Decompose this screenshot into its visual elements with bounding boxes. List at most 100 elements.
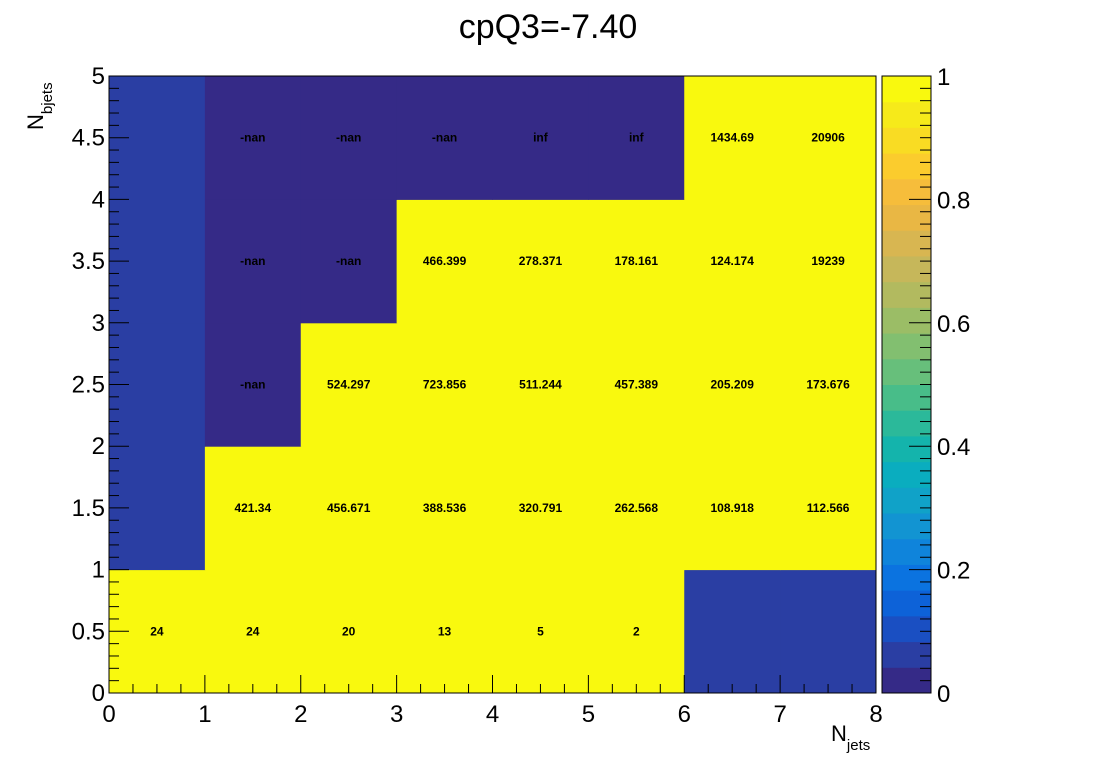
x-tick-label: 5 — [582, 701, 595, 728]
color-scale-step — [882, 76, 931, 103]
cell-value-label: 173.676 — [806, 378, 850, 392]
heatmap-cell — [396, 76, 493, 200]
cell-value-label: 5 — [537, 624, 544, 638]
z-tick-label: 0.8 — [937, 187, 970, 214]
heatmap-cell — [204, 199, 302, 324]
heatmap-cell — [204, 322, 302, 447]
cell-value-label: 124.174 — [710, 254, 754, 268]
heatmap-cell — [396, 322, 493, 447]
cell-value-label: 388.536 — [423, 501, 467, 515]
y-tick-label: 2 — [92, 433, 105, 460]
heatmap-cell — [684, 322, 781, 447]
x-axis-label-sub: jets — [846, 737, 870, 754]
heatmap-cell — [204, 76, 302, 200]
heatmap-cell — [396, 569, 493, 694]
color-scale-step — [882, 230, 931, 257]
cell-value-label: 421.34 — [234, 501, 271, 515]
heatmap-cell — [300, 446, 398, 571]
heatmap-cell-labels: 24 24 20 13 5 2 421.34 456.671 388.536 320.791 262… — [150, 131, 850, 639]
x-tick-label: 7 — [773, 701, 786, 728]
y-tick-label: 4.5 — [72, 125, 105, 152]
cell-value-label: 13 — [438, 624, 452, 638]
cell-value-label: 320.791 — [519, 501, 563, 515]
heatmap-cell — [204, 569, 302, 694]
color-scale-step — [882, 307, 931, 334]
heatmap-cell — [492, 322, 589, 447]
z-tick-label: 0.6 — [937, 311, 970, 338]
heatmap-cell — [780, 199, 877, 324]
heatmap-cell — [780, 446, 877, 571]
cell-value-label: 24 — [246, 624, 260, 638]
cell-value-label: 19239 — [811, 254, 845, 268]
cell-value-label: 112.566 — [807, 501, 850, 515]
x-tick-label: 8 — [869, 701, 882, 728]
cell-value-label: 1434.69 — [710, 131, 754, 145]
color-scale-step — [882, 153, 931, 180]
y-axis-label-sub: bjets — [39, 82, 56, 114]
heatmap-cell — [300, 322, 398, 447]
cell-value-label: 456.671 — [327, 501, 371, 515]
cell-value-label: inf — [629, 131, 645, 145]
y-tick-label: 0 — [92, 680, 105, 707]
y-tick-label: 5 — [92, 63, 105, 90]
cell-value-label: -nan — [240, 254, 265, 268]
z-tick-label: 0.2 — [937, 558, 970, 585]
cell-value-label: 278.371 — [519, 254, 563, 268]
x-tick-label: 2 — [294, 701, 307, 728]
color-scale-step — [882, 538, 931, 565]
cell-value-label: 205.209 — [710, 378, 754, 392]
y-tick-label: 1.5 — [72, 495, 105, 522]
cell-value-label: 24 — [150, 624, 164, 638]
cell-value-label: -nan — [432, 131, 457, 145]
heatmap-cell — [588, 76, 685, 200]
y-tick-label: 3.5 — [72, 248, 105, 275]
color-scale-step — [882, 178, 931, 206]
x-tick-label: 4 — [486, 701, 499, 728]
heatmap-cell — [396, 199, 493, 324]
chart-title: cpQ3=-7.40 — [459, 8, 638, 46]
cell-value-label: 466.399 — [423, 254, 467, 268]
heatmap-cell — [588, 446, 685, 571]
z-tick-label: 0 — [937, 681, 950, 708]
color-scale-step — [882, 101, 931, 128]
heatmap-cell — [780, 569, 877, 694]
color-scale-step — [882, 615, 931, 643]
color-scale-step — [882, 641, 931, 668]
heatmap-cell — [492, 76, 589, 200]
cell-value-label: -nan — [336, 254, 361, 268]
x-tick-label: 3 — [390, 701, 403, 728]
x-tick-label: 1 — [198, 701, 211, 728]
color-scale-step — [882, 435, 931, 463]
heatmap-cell — [396, 446, 493, 571]
cell-value-label: 108.918 — [710, 501, 754, 515]
heatmap-cell — [588, 199, 685, 324]
cell-value-label: 457.389 — [615, 378, 659, 392]
color-scale-step — [882, 255, 931, 283]
color-scale-step — [882, 204, 931, 231]
cell-value-label: 723.856 — [423, 378, 467, 392]
heatmap-cell — [684, 199, 781, 324]
color-scale-step — [882, 384, 931, 411]
heatmap-cell — [300, 569, 398, 694]
cell-value-label: 178.161 — [615, 254, 659, 268]
z-tick-label: 0.4 — [937, 434, 970, 461]
cell-value-label: -nan — [336, 131, 361, 145]
color-scale-step — [882, 564, 931, 591]
heatmap-cell — [684, 76, 781, 200]
heatmap-cells — [109, 76, 877, 694]
y-tick-label: 2.5 — [72, 372, 105, 399]
y-tick-label: 3 — [92, 310, 105, 337]
color-scale-step — [882, 513, 931, 540]
heatmap-cell — [780, 76, 877, 200]
heatmap-cell — [588, 569, 685, 694]
color-scale-step — [882, 127, 931, 154]
cell-value-label: 20 — [342, 624, 356, 638]
color-scale-step — [882, 410, 931, 437]
y-tick-label: 4 — [92, 186, 105, 213]
y-tick-label: 0.5 — [72, 618, 105, 645]
heatmap-cell — [300, 199, 398, 324]
x-axis-label-main: N — [831, 721, 847, 746]
color-scale-step — [882, 487, 931, 514]
cell-value-label: -nan — [240, 378, 265, 392]
